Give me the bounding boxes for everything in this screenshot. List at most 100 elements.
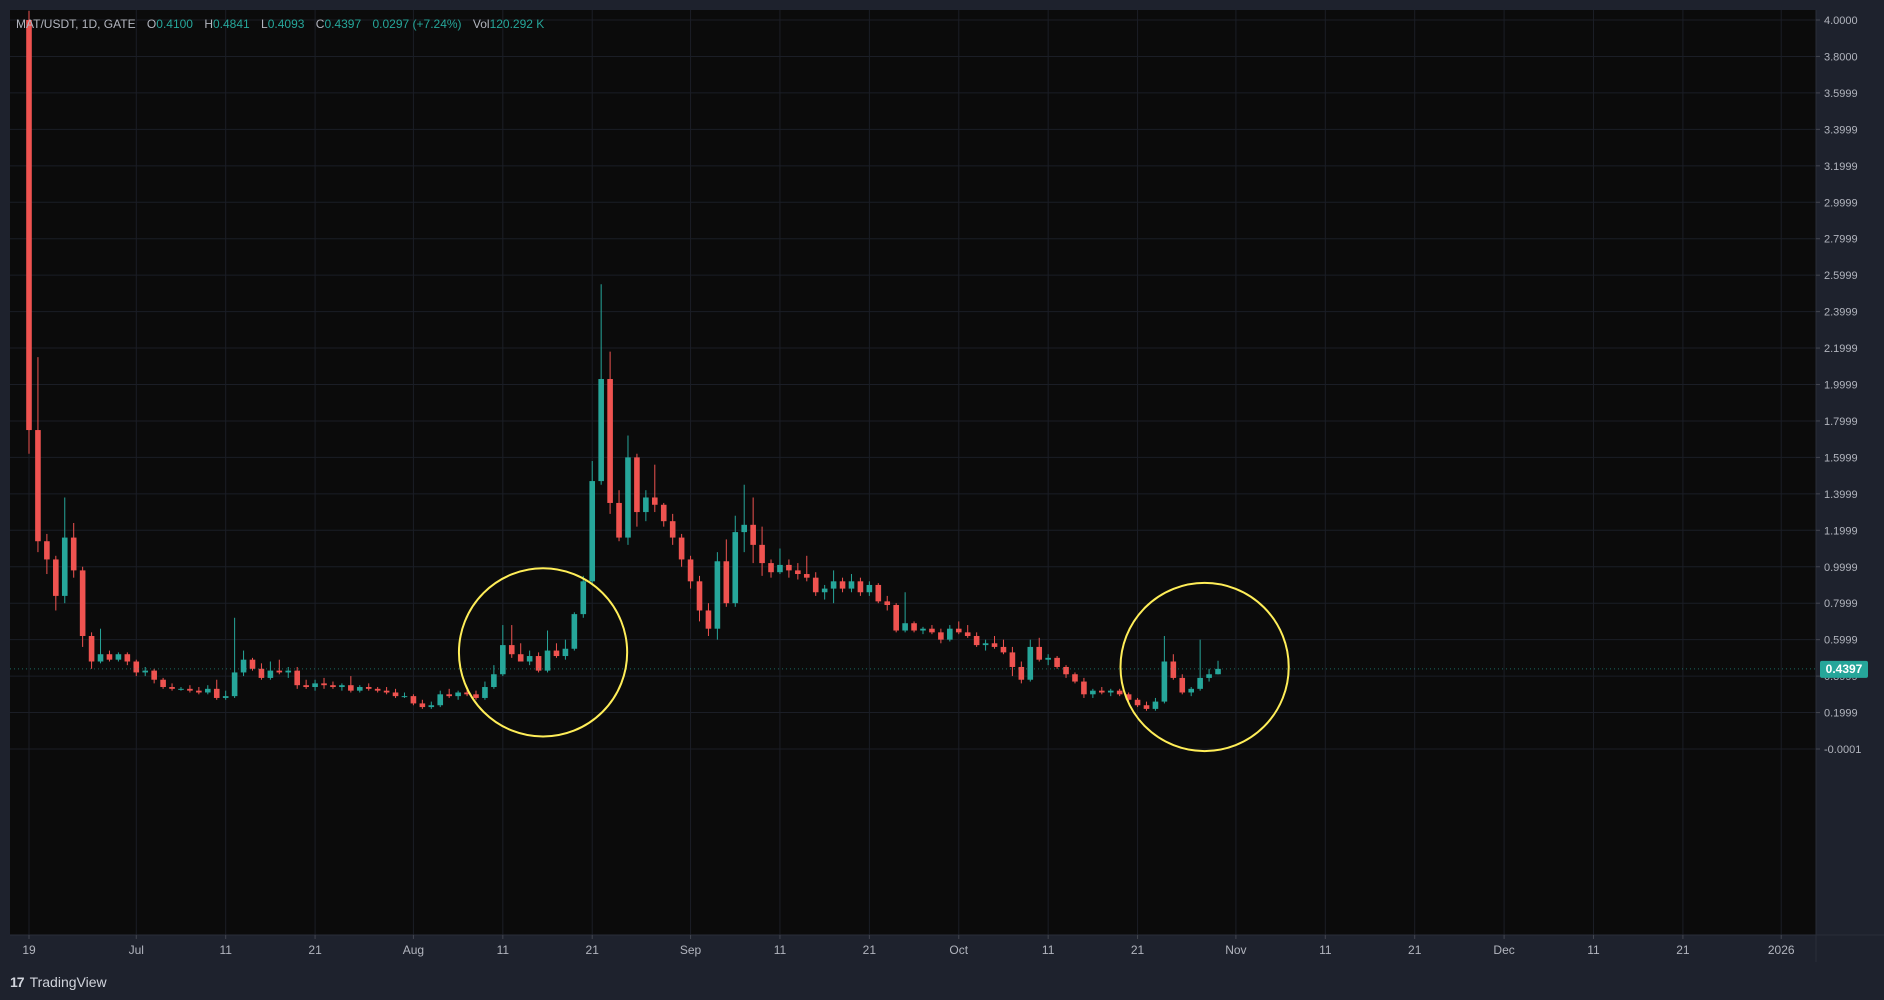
brand-name: TradingView [29,974,107,990]
candle-body [687,559,694,582]
candle-body [1161,661,1168,702]
candle-body [160,679,166,688]
candle-body [401,696,408,698]
candle [1081,677,1087,698]
candle-body [374,688,381,691]
tradingview-brand[interactable]: 17 TradingView [10,972,107,992]
candle-body [79,570,86,636]
candle [1072,672,1078,684]
candle [160,677,166,689]
candle [312,679,318,691]
candle [383,687,390,695]
candle [419,699,426,709]
candle-body [428,705,435,708]
candle [455,690,461,700]
candle [115,652,122,662]
candle-body [500,645,506,675]
candle-body [732,532,739,604]
candle [1170,654,1177,680]
candle-body [571,614,578,649]
candle [875,583,882,604]
time-tick-label: Dec [1493,943,1514,957]
candle-body [44,541,50,560]
candle [634,453,640,527]
candle [1161,635,1168,704]
candle-body [947,628,953,640]
candle [902,592,908,633]
candle-body [365,687,372,689]
legend-change: 0.0297 (+7.24%) [372,17,461,31]
candle-body [473,694,479,698]
candle-body [955,628,962,633]
legend-high-value: 0.4841 [213,17,250,31]
candle [401,692,408,698]
time-tick-label: 21 [1408,943,1422,957]
price-tick-label: 1.1999 [1824,525,1858,537]
candle-body [598,379,604,482]
candle-body [106,654,113,660]
candle [526,650,533,666]
price-tick-label: 3.1999 [1824,161,1858,173]
time-tick-label: 21 [1676,943,1690,957]
candle [97,628,104,664]
candle-body [696,581,703,611]
candle-body [920,628,926,631]
candle-body [544,650,551,671]
candle [607,351,613,514]
candle [964,625,971,638]
candle [187,685,193,693]
candle [848,574,855,593]
legend-close-value: 0.4397 [324,17,361,31]
last-price-badge: 0.4397 [1820,660,1868,678]
candle-body [356,687,363,691]
candle [544,630,551,673]
candle-body [759,544,765,564]
candle-body [866,584,873,593]
candle-body [884,601,891,606]
candle [339,683,345,691]
candle [151,668,157,684]
legend-symbol[interactable]: MAT/USDT, 1D, GATE [16,17,136,31]
last-price-badge-bg [1820,660,1868,678]
candle-body [142,670,149,673]
highlight-circle[interactable] [1119,581,1290,753]
time-tick-label: 11 [219,943,232,957]
candle [222,690,229,700]
price-tick-label: 3.3999 [1824,124,1858,136]
candle-body [678,537,685,560]
candle-body [562,648,569,657]
candle-body [1197,677,1203,689]
candle-body [249,659,256,669]
candle [294,666,300,689]
candle [106,650,113,662]
time-axis[interactable]: 19 Jul 11 21 Aug 11 21 Sep 11 21 Oct 11 21 Nov 11 21 Dec… [22,935,1795,957]
price-tick-label: 3.8000 [1824,51,1858,63]
candle [866,581,873,596]
candle-body [312,683,318,688]
tv-logo-icon: 17 [10,974,25,990]
highlight-circle[interactable] [457,567,629,738]
candle [705,603,712,636]
candle-body [383,690,390,693]
candle [562,639,569,660]
candle [759,526,765,576]
candle-body [902,623,908,631]
candle [616,490,622,542]
candle [437,690,444,708]
legend-low-value: 0.4093 [268,17,305,31]
candle-body [187,688,193,691]
candle-body [464,692,470,695]
candle-body [839,581,846,589]
price-axis[interactable]: 4.0000 3.8000 3.5999 3.3999 3.1999 2.9999 2.79… [1816,15,1861,756]
candle-body [491,674,497,688]
candle-body [303,685,309,688]
candle [491,665,497,689]
candle [732,515,739,607]
candle-body [857,581,864,593]
candle-body [124,654,131,662]
candle-body [768,563,774,573]
candle [205,685,211,695]
price-tick-label: 2.9999 [1824,197,1858,209]
